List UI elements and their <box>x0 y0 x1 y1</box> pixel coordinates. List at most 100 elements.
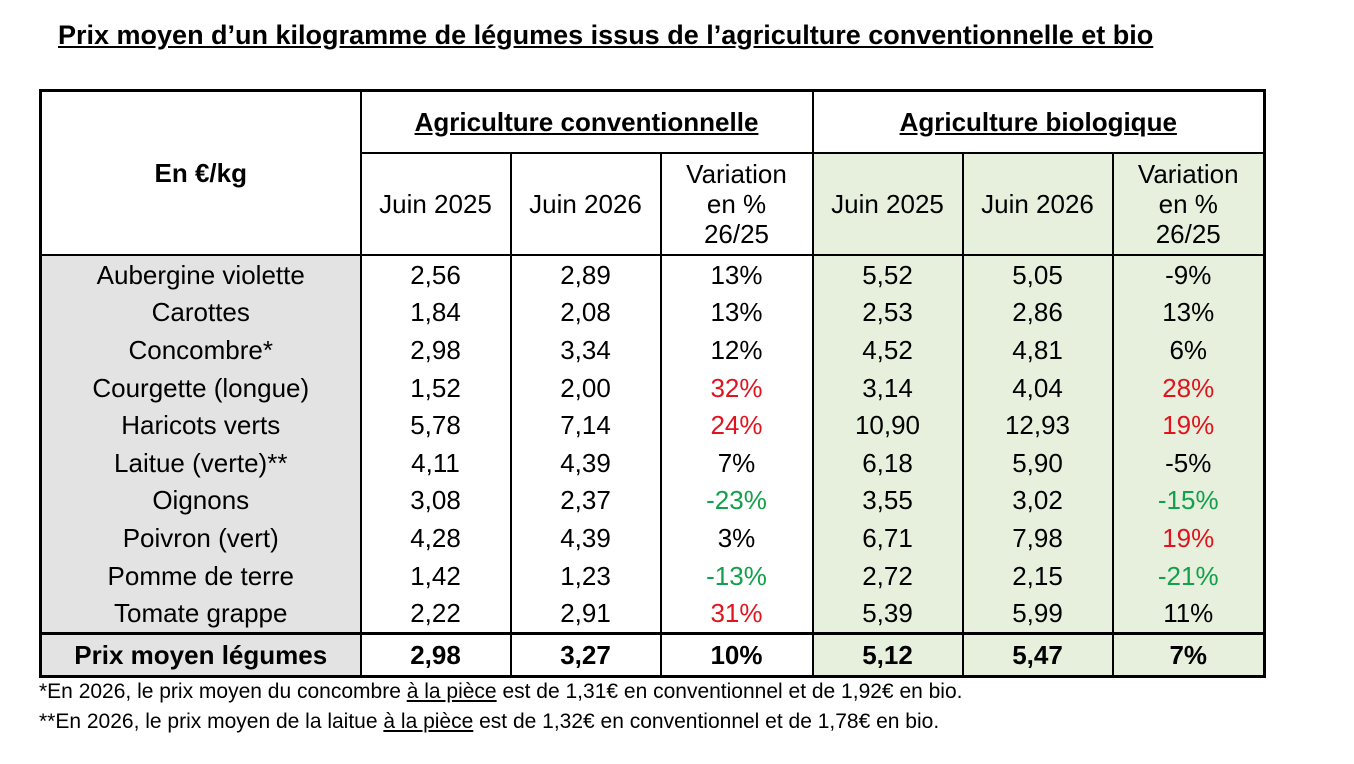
total-cell-conv-2025: 2,98 <box>359 631 512 678</box>
cell-conv-variation: 7% <box>659 443 814 482</box>
cell-conv-2025: 5,78 <box>359 406 512 444</box>
cell-bio-2026: 2,15 <box>961 556 1114 595</box>
table-row: Carottes 1,84 2,08 13% 2,53 2,86 13% <box>39 293 1266 332</box>
cell-conv-2025: 1,84 <box>359 293 512 332</box>
footnote-text: **En 2026, le prix moyen de la laitue <box>39 710 384 733</box>
table-row: Poivron (vert) 4,28 4,39 3% 6,71 7,98 19% <box>39 519 1266 557</box>
cell-bio-2026: 5,05 <box>961 255 1114 294</box>
variation-line-3: 26/25 <box>703 219 770 249</box>
col-header-bio-2026: Juin 2026 <box>961 153 1114 256</box>
total-cell-bio-2026: 5,47 <box>961 631 1114 678</box>
variation-line-1: Variation <box>1137 159 1239 189</box>
cell-conv-2026: 2,91 <box>509 594 662 634</box>
cell-conv-2025: 1,42 <box>359 556 512 595</box>
cell-conv-2026: 2,37 <box>509 481 662 520</box>
table-row: Laitue (verte)** 4,11 4,39 7% 6,18 5,90 -5% <box>39 443 1266 482</box>
cell-conv-variation: -23% <box>659 481 814 520</box>
cell-conv-2025: 1,52 <box>359 368 512 407</box>
variation-line-2: en % <box>1158 189 1218 219</box>
group-header-conventional: Agriculture conventionnelle <box>359 89 814 154</box>
cell-conv-2025: 2,22 <box>359 594 512 634</box>
cell-conv-variation: 32% <box>659 368 814 407</box>
cell-conv-variation: 31% <box>659 594 814 634</box>
footnote-laitue: **En 2026, le prix moyen de la laitue à … <box>39 709 939 735</box>
table-row: Pomme de terre 1,42 1,23 -13% 2,72 2,15 -21% <box>39 556 1266 595</box>
cell-bio-2026: 5,90 <box>961 443 1114 482</box>
col-header-bio-2025: Juin 2025 <box>811 153 964 256</box>
cell-conv-2026: 2,08 <box>509 293 662 332</box>
cell-conv-2025: 4,11 <box>359 443 512 482</box>
row-label: Haricots verts <box>39 406 362 444</box>
total-cell-conv-2026: 3,27 <box>509 631 662 678</box>
variation-line-2: en % <box>706 189 767 219</box>
row-label: Tomate grappe <box>39 594 362 634</box>
row-label: Laitue (verte)** <box>39 443 362 482</box>
cell-bio-2025: 3,14 <box>811 368 964 407</box>
cell-bio-2025: 4,52 <box>811 331 964 369</box>
footnote-underlined: à la pièce <box>383 710 474 733</box>
cell-conv-2026: 2,00 <box>509 368 662 407</box>
total-row-label: Prix moyen légumes <box>39 631 362 678</box>
row-label: Poivron (vert) <box>39 519 362 557</box>
row-label: Carottes <box>39 293 362 332</box>
total-cell-bio-2025: 5,12 <box>811 631 964 678</box>
page-title: Prix moyen d’un kilogramme de légumes is… <box>58 20 1154 50</box>
col-header-conv-variation: Variation en % 26/25 <box>659 153 814 256</box>
cell-conv-2026: 7,14 <box>509 406 662 444</box>
cell-bio-2025: 5,39 <box>811 594 964 634</box>
cell-bio-variation: 19% <box>1111 519 1266 557</box>
row-label: Concombre* <box>39 331 362 369</box>
cell-bio-2025: 5,52 <box>811 255 964 294</box>
total-cell-conv-variation: 10% <box>659 631 814 678</box>
cell-bio-2025: 10,90 <box>811 406 964 444</box>
cell-conv-variation: -13% <box>659 556 814 595</box>
cell-conv-2025: 3,08 <box>359 481 512 520</box>
cell-bio-2026: 7,98 <box>961 519 1114 557</box>
cell-bio-variation: -5% <box>1111 443 1266 482</box>
cell-conv-2026: 3,34 <box>509 331 662 369</box>
cell-bio-2026: 2,86 <box>961 293 1114 332</box>
cell-conv-variation: 3% <box>659 519 814 557</box>
cell-bio-variation: -21% <box>1111 556 1266 595</box>
cell-bio-variation: 28% <box>1111 368 1266 407</box>
cell-conv-variation: 24% <box>659 406 814 444</box>
cell-bio-2026: 4,81 <box>961 331 1114 369</box>
cell-bio-variation: -15% <box>1111 481 1266 520</box>
table-row: Oignons 3,08 2,37 -23% 3,55 3,02 -15% <box>39 481 1266 520</box>
variation-line-3: 26/25 <box>1155 219 1221 249</box>
cell-conv-2025: 2,98 <box>359 331 512 369</box>
table-row: Concombre* 2,98 3,34 12% 4,52 4,81 6% <box>39 331 1266 369</box>
price-table: En €/kg Agriculture conventionnelle Agri… <box>39 89 1266 678</box>
cell-bio-variation: 13% <box>1111 293 1266 332</box>
col-header-conv-2026: Juin 2026 <box>509 153 662 256</box>
row-label: Courgette (longue) <box>39 368 362 407</box>
cell-bio-2025: 2,53 <box>811 293 964 332</box>
cell-conv-2026: 2,89 <box>509 255 662 294</box>
cell-conv-2025: 4,28 <box>359 519 512 557</box>
cell-bio-2026: 12,93 <box>961 406 1114 444</box>
total-row: Prix moyen légumes 2,98 3,27 10% 5,12 5,47 7% <box>39 631 1266 678</box>
table-row: Tomate grappe 2,22 2,91 31% 5,39 5,99 11% <box>39 594 1266 634</box>
cell-conv-2026: 4,39 <box>509 519 662 557</box>
cell-conv-variation: 13% <box>659 255 814 294</box>
cell-conv-2025: 2,56 <box>359 255 512 294</box>
cell-bio-2025: 6,18 <box>811 443 964 482</box>
row-label: Oignons <box>39 481 362 520</box>
unit-label: En €/kg <box>39 89 362 256</box>
cell-conv-2026: 1,23 <box>509 556 662 595</box>
col-header-bio-variation: Variation en % 26/25 <box>1111 153 1266 256</box>
cell-conv-variation: 12% <box>659 331 814 369</box>
cell-bio-2026: 5,99 <box>961 594 1114 634</box>
footnote-text: est de 1,31€ en conventionnel et de 1,92… <box>496 680 963 703</box>
cell-conv-variation: 13% <box>659 293 814 332</box>
cell-bio-variation: 11% <box>1111 594 1266 634</box>
group-header-bio: Agriculture biologique <box>811 89 1266 154</box>
cell-bio-2025: 2,72 <box>811 556 964 595</box>
footnote-underlined: à la pièce <box>406 680 497 703</box>
cell-conv-2026: 4,39 <box>509 443 662 482</box>
row-label: Aubergine violette <box>39 255 362 294</box>
table-row: Haricots verts 5,78 7,14 24% 10,90 12,93 19% <box>39 406 1266 444</box>
variation-line-1: Variation <box>686 159 787 189</box>
total-cell-bio-variation: 7% <box>1111 631 1266 678</box>
cell-bio-variation: 19% <box>1111 406 1266 444</box>
